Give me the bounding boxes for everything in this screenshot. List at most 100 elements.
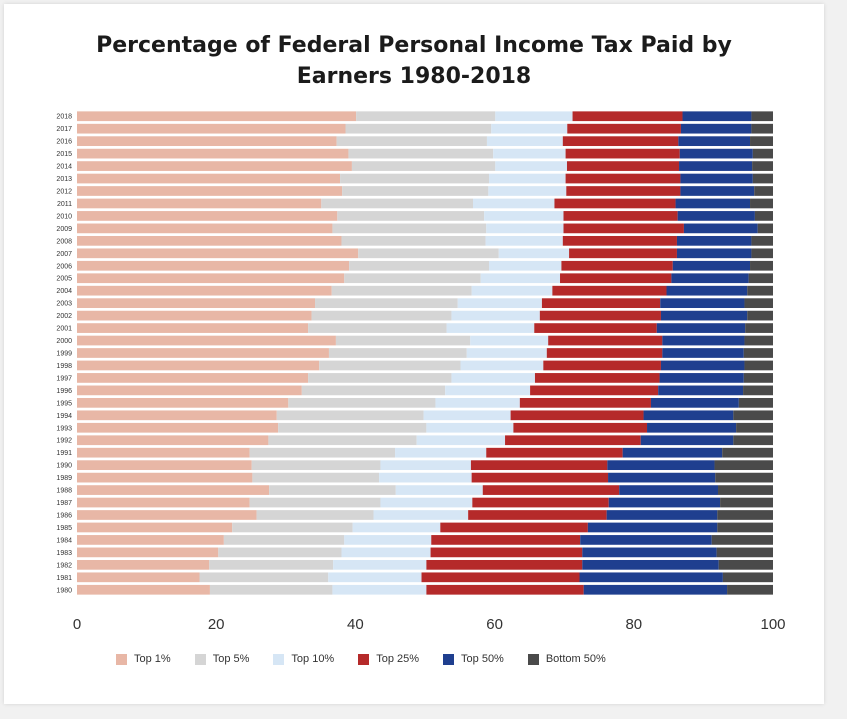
bar-segment-2001-s4 bbox=[656, 323, 746, 333]
y-tick-label-1992: 1992 bbox=[56, 438, 72, 445]
chart-title-line-2: Earners 1980-2018 bbox=[296, 64, 532, 89]
bar-segment-1983-s4 bbox=[582, 547, 717, 558]
bar-segment-1993-s5 bbox=[736, 422, 773, 433]
x-tick-label-80: 80 bbox=[625, 616, 642, 633]
bar-segment-2014-s0 bbox=[77, 161, 352, 171]
bar-segment-2018-s4 bbox=[682, 111, 752, 122]
bar-segment-2008-s2 bbox=[485, 235, 563, 246]
bar-segment-1989-s4 bbox=[608, 472, 716, 483]
bar-segment-1990-s5 bbox=[714, 460, 773, 471]
bar-segment-1997-s4 bbox=[659, 373, 744, 383]
bar-segment-2003-s1 bbox=[315, 298, 458, 309]
bar-segment-1990-s0 bbox=[77, 460, 252, 471]
bar-segment-2015-s2 bbox=[493, 148, 566, 159]
bar-segment-1983-s1 bbox=[218, 547, 342, 558]
bar-segment-1994-s1 bbox=[276, 410, 424, 421]
x-tick-label-0: 0 bbox=[73, 616, 81, 633]
bar-segment-1991-s0 bbox=[77, 447, 250, 458]
chart-card: Percentage of Federal Personal Income Ta… bbox=[4, 4, 824, 704]
bar-segment-1984-s1 bbox=[223, 535, 345, 545]
bar-segment-2011-s3 bbox=[554, 198, 676, 209]
bar-segment-2001-s1 bbox=[308, 323, 447, 333]
bar-segment-1985-s0 bbox=[77, 522, 233, 533]
bar-segment-2001-s2 bbox=[446, 323, 535, 333]
bar-segment-2004-s5 bbox=[747, 285, 773, 296]
bar-segment-1986-s2 bbox=[373, 510, 469, 520]
bar-segment-2012-s5 bbox=[754, 186, 773, 196]
bar-segment-2004-s0 bbox=[77, 285, 332, 296]
bar-segment-2000-s5 bbox=[744, 335, 773, 346]
y-tick-label-2013: 2013 bbox=[56, 176, 72, 183]
y-tick-label-1987: 1987 bbox=[56, 500, 72, 507]
bar-segment-2017-s5 bbox=[751, 123, 773, 134]
bar-segment-1991-s4 bbox=[622, 447, 723, 458]
x-tick-label-100: 100 bbox=[760, 616, 785, 633]
bar-segment-1991-s1 bbox=[249, 447, 396, 458]
bar-segment-2003-s2 bbox=[457, 298, 542, 309]
bar-segment-1994-s4 bbox=[643, 410, 734, 421]
bar-segment-1993-s1 bbox=[278, 422, 427, 433]
bar-segment-2006-s5 bbox=[750, 260, 773, 271]
bar-segment-1980-s4 bbox=[583, 584, 728, 595]
bar-segment-1991-s5 bbox=[722, 447, 773, 458]
y-tick-label-1993: 1993 bbox=[56, 425, 72, 432]
bar-segment-2012-s4 bbox=[680, 186, 755, 196]
bar-segment-1998-s1 bbox=[319, 360, 461, 371]
bar-segment-1993-s4 bbox=[647, 422, 737, 433]
bar-segment-1983-s2 bbox=[341, 547, 431, 558]
bar-segment-2015-s0 bbox=[77, 148, 349, 159]
y-tick-label-2006: 2006 bbox=[56, 263, 72, 270]
bar-segment-2012-s2 bbox=[488, 186, 567, 196]
bar-segment-2001-s3 bbox=[534, 323, 657, 333]
y-tick-label-1995: 1995 bbox=[56, 400, 72, 407]
y-tick-label-1988: 1988 bbox=[56, 488, 72, 495]
y-tick-label-2014: 2014 bbox=[56, 164, 72, 171]
bar-segment-2017-s2 bbox=[491, 123, 568, 134]
bar-segment-2015-s5 bbox=[752, 148, 773, 159]
bar-segment-2005-s4 bbox=[671, 273, 749, 284]
bar-segment-2003-s3 bbox=[541, 298, 661, 309]
bar-segment-1992-s4 bbox=[640, 435, 734, 446]
y-tick-label-2004: 2004 bbox=[56, 288, 72, 295]
bar-segment-1994-s5 bbox=[733, 410, 773, 421]
bar-segment-2001-s5 bbox=[745, 323, 773, 333]
y-tick-label-1990: 1990 bbox=[56, 463, 72, 470]
bar-segment-1983-s5 bbox=[716, 547, 773, 558]
y-tick-label-2012: 2012 bbox=[56, 189, 72, 196]
bar-segment-2000-s3 bbox=[548, 335, 663, 346]
bar-segment-1995-s2 bbox=[435, 397, 520, 408]
bar-segment-2016-s4 bbox=[678, 136, 751, 147]
bar-segment-2011-s1 bbox=[321, 198, 474, 209]
bar-segment-2014-s4 bbox=[679, 161, 753, 171]
y-tick-label-2002: 2002 bbox=[56, 313, 72, 320]
bar-segment-2012-s3 bbox=[566, 186, 681, 196]
bar-segment-2007-s4 bbox=[676, 248, 752, 259]
bar-segment-1989-s0 bbox=[77, 472, 253, 483]
y-tick-label-1991: 1991 bbox=[56, 450, 72, 457]
bar-segment-2013-s5 bbox=[752, 173, 773, 184]
bar-segment-1988-s5 bbox=[718, 485, 773, 495]
bar-segment-2016-s2 bbox=[486, 136, 563, 147]
bar-segment-2001-s0 bbox=[77, 323, 309, 333]
x-tick-label-20: 20 bbox=[208, 616, 225, 633]
bar-segment-1997-s0 bbox=[77, 373, 309, 383]
bar-segment-2003-s4 bbox=[660, 298, 745, 309]
y-tick-label-2003: 2003 bbox=[56, 301, 72, 308]
bar-segment-2002-s3 bbox=[539, 310, 661, 321]
bar-segment-1999-s5 bbox=[743, 348, 773, 358]
bar-segment-2008-s5 bbox=[751, 235, 773, 246]
bar-segment-1982-s0 bbox=[77, 559, 210, 570]
bar-segment-1993-s2 bbox=[426, 422, 514, 433]
x-tick-label-40: 40 bbox=[347, 616, 364, 633]
bar-segment-1987-s0 bbox=[77, 497, 250, 508]
bar-segment-2000-s2 bbox=[470, 335, 549, 346]
bar-segment-2003-s5 bbox=[744, 298, 773, 309]
bar-segment-1981-s5 bbox=[722, 572, 773, 583]
bar-segment-1996-s0 bbox=[77, 385, 302, 396]
legend-item-3: Top 25% bbox=[358, 653, 419, 665]
bar-segment-2008-s4 bbox=[676, 235, 752, 246]
bar-segment-1994-s0 bbox=[77, 410, 277, 421]
bar-segment-2013-s0 bbox=[77, 173, 341, 184]
bar-segment-2000-s4 bbox=[662, 335, 745, 346]
bar-segment-2009-s0 bbox=[77, 223, 333, 234]
